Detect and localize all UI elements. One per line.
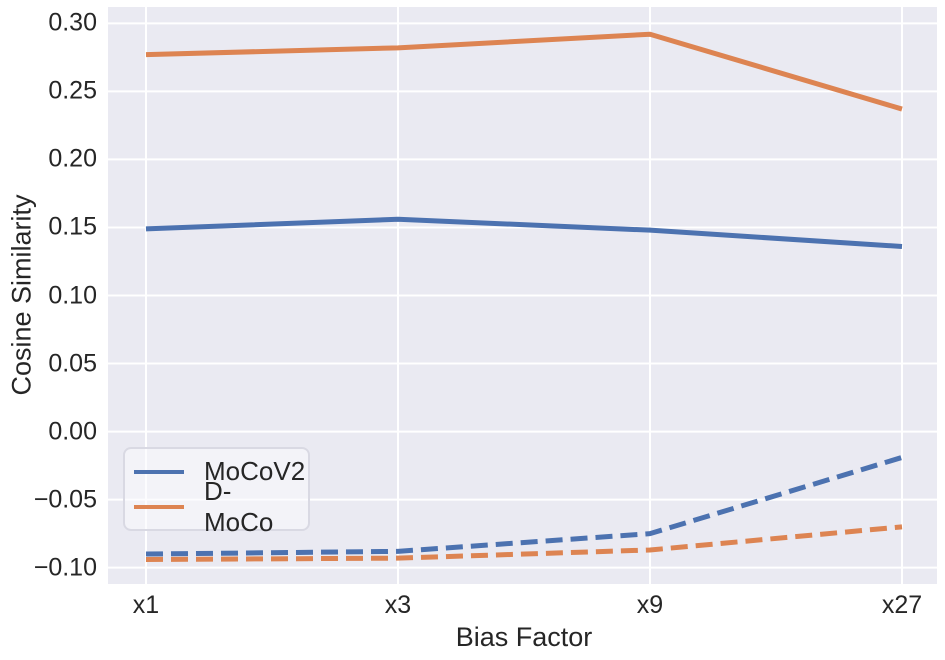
legend-item-dmoco: D-MoCo (134, 476, 300, 537)
legend-label: MoCoV2 (204, 456, 306, 486)
series-line-d-moco (145, 31, 903, 112)
x-tick-label: x9 (636, 591, 664, 619)
y-tick-label: 0.25 (48, 76, 97, 105)
y-tick-label: 0.00 (48, 417, 97, 446)
y-tick-label: 0.05 (48, 349, 97, 378)
series-line-mocov2-dashed (145, 455, 903, 557)
series-line-d-moco-dashed (145, 524, 903, 563)
x-tick-label: x3 (384, 591, 412, 619)
legend-swatch-line (134, 504, 184, 509)
series-line-mocov2 (145, 216, 903, 250)
legend-swatch-line (134, 469, 184, 474)
y-tick-label: −0.10 (33, 553, 97, 582)
y-tick-label: 0.15 (48, 212, 97, 241)
y-tick-label: −0.05 (33, 485, 97, 514)
y-tick-label: 0.10 (48, 281, 97, 309)
legend-item-mocov2: MoCoV2 (134, 454, 305, 489)
x-tick-label: x1 (132, 591, 160, 619)
x-axis-label: Bias Factor (455, 622, 593, 652)
x-tick-label: x27 (881, 591, 923, 619)
y-tick-label: 0.30 (48, 8, 97, 37)
legend: MoCoV2 D-MoCo (123, 447, 310, 537)
y-tick-label: 0.20 (48, 144, 97, 173)
plot-area: MoCoV2 D-MoCo (108, 7, 937, 584)
legend-label: D-MoCo (204, 475, 274, 537)
chart-canvas (108, 7, 937, 584)
